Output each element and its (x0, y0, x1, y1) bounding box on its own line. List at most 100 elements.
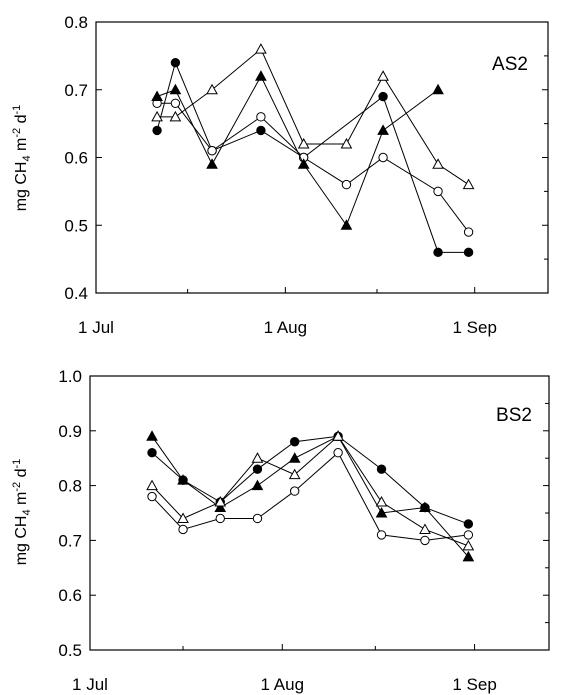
data-point-filled-circle (252, 464, 263, 474)
data-point-open-circle (463, 530, 474, 540)
y-axis-label-part: 4 (21, 509, 33, 515)
data-point-filled-triangle (288, 452, 301, 463)
data-point-open-triangle (462, 178, 475, 190)
data-point-open-circle (333, 448, 343, 458)
y-tick-label: 0.7 (58, 531, 82, 550)
data-point-open-triangle (340, 137, 353, 149)
panel-label: BS2 (496, 405, 532, 426)
y-tick-label: 0.9 (58, 422, 82, 441)
data-point-open-circle (215, 513, 225, 524)
data-point-open-triangle (419, 523, 431, 534)
data-point-open-triangle (255, 43, 267, 54)
data-point-filled-triangle (146, 430, 158, 441)
chart-panel-as2: 0.4 0.5 0.6 0.7 0.8 1 Jul 1 Aug 1 Sep AS2 mg CH4 … (11, 13, 549, 337)
data-point-filled-triangle (340, 219, 353, 230)
series-line-filled-circle (156, 61, 469, 253)
y-axis-label-part: m (13, 138, 30, 156)
data-point-filled-circle (289, 437, 300, 447)
data-point-open-triangle (151, 110, 163, 122)
y-axis-label-part: d (13, 114, 30, 127)
data-point-open-triangle (214, 496, 227, 507)
data-point-open-triangle (297, 137, 310, 149)
data-point-open-circle (147, 491, 157, 502)
data-point-open-triangle (462, 539, 475, 551)
y-axis-label-part: mg CH (13, 516, 30, 566)
data-point-open-triangle (206, 83, 218, 95)
data-point-filled-triangle (377, 124, 389, 135)
y-tick-label: 0.8 (58, 477, 82, 496)
series-line-open-circle (157, 102, 469, 233)
y-axis-label: mg CH4 m-2 d-1 (11, 105, 33, 212)
data-point-open-triangle (432, 158, 444, 169)
data-point-open-triangle (177, 512, 189, 523)
plot-frame (95, 21, 549, 294)
data-point-open-circle (433, 186, 443, 197)
data-point-filled-triangle (419, 501, 431, 513)
chart-panel-bs2: 0.5 0.6 0.7 0.8 0.9 1.0 1 Jul 1 Aug 1 Sep BS2 mg C… (11, 367, 550, 694)
x-tick-label: 1 Aug (261, 675, 305, 694)
data-point-filled-circle (152, 125, 162, 136)
data-point-filled-triangle (375, 506, 388, 518)
x-tick-label: 1 Sep (452, 675, 496, 694)
y-axis-label-part: d (13, 468, 30, 481)
data-point-open-triangle (332, 430, 344, 441)
series-line-filled-triangle (156, 75, 439, 227)
series-line-open-triangle (151, 435, 469, 547)
data-point-filled-circle (463, 247, 474, 258)
y-axis-label-part: -1 (11, 459, 23, 469)
data-point-filled-triangle (297, 158, 310, 169)
data-point-filled-triangle (462, 550, 475, 562)
data-point-filled-triangle (214, 501, 227, 513)
data-point-filled-circle (433, 247, 443, 258)
data-point-filled-triangle (169, 83, 182, 95)
data-point-open-circle (341, 179, 352, 190)
y-tick-label: 0.6 (58, 586, 82, 605)
x-tick-label: 1 Jul (72, 675, 108, 694)
panel-label: AS2 (492, 54, 528, 75)
data-point-filled-circle (256, 125, 266, 136)
data-point-open-circle (252, 513, 263, 524)
y-axis-label-part: mg CH (13, 162, 30, 212)
data-point-open-triangle (377, 70, 389, 81)
y-tick-label: 0.5 (64, 216, 88, 235)
data-point-open-circle (420, 535, 430, 546)
data-point-filled-triangle (177, 474, 189, 485)
data-point-filled-circle (463, 519, 474, 529)
data-point-open-triangle (146, 479, 158, 491)
y-tick-label: 1.0 (58, 367, 82, 386)
data-point-open-circle (289, 486, 300, 496)
y-tick-label: 0.7 (64, 81, 88, 100)
data-point-open-circle (463, 227, 474, 237)
data-point-open-circle (256, 112, 266, 122)
y-axis-label-part: 4 (21, 155, 33, 161)
y-tick-label: 0.8 (64, 13, 88, 32)
data-point-open-circle (170, 98, 181, 109)
data-point-filled-circle (170, 57, 181, 68)
data-point-open-circle (178, 524, 188, 535)
data-point-filled-circle (378, 91, 388, 102)
data-point-filled-triangle (251, 479, 264, 491)
x-tick-label: 1 Sep (452, 318, 496, 337)
data-point-open-triangle (288, 468, 301, 480)
y-tick-label: 0.5 (58, 641, 82, 660)
y-axis-label-part: m (13, 492, 30, 510)
data-point-open-circle (376, 530, 387, 540)
y-axis-label-part: -2 (11, 482, 23, 492)
data-point-open-circle (378, 152, 388, 163)
series-line-open-triangle (157, 48, 469, 186)
data-point-open-circle (207, 146, 217, 156)
data-point-filled-triangle (432, 83, 444, 95)
data-point-filled-circle (376, 464, 387, 474)
data-point-filled-triangle (151, 90, 163, 102)
y-axis-label: mg CH4 m-2 d-1 (11, 459, 33, 566)
y-tick-label: 0.4 (64, 284, 88, 303)
data-point-filled-triangle (255, 70, 267, 81)
x-tick-label: 1 Jul (78, 318, 114, 337)
data-point-filled-triangle (206, 158, 218, 169)
x-tick-label: 1 Aug (264, 318, 308, 337)
data-point-open-triangle (169, 110, 182, 122)
data-point-filled-circle (147, 448, 157, 458)
data-point-open-triangle (251, 452, 264, 463)
y-axis-label-part: -1 (11, 105, 23, 115)
